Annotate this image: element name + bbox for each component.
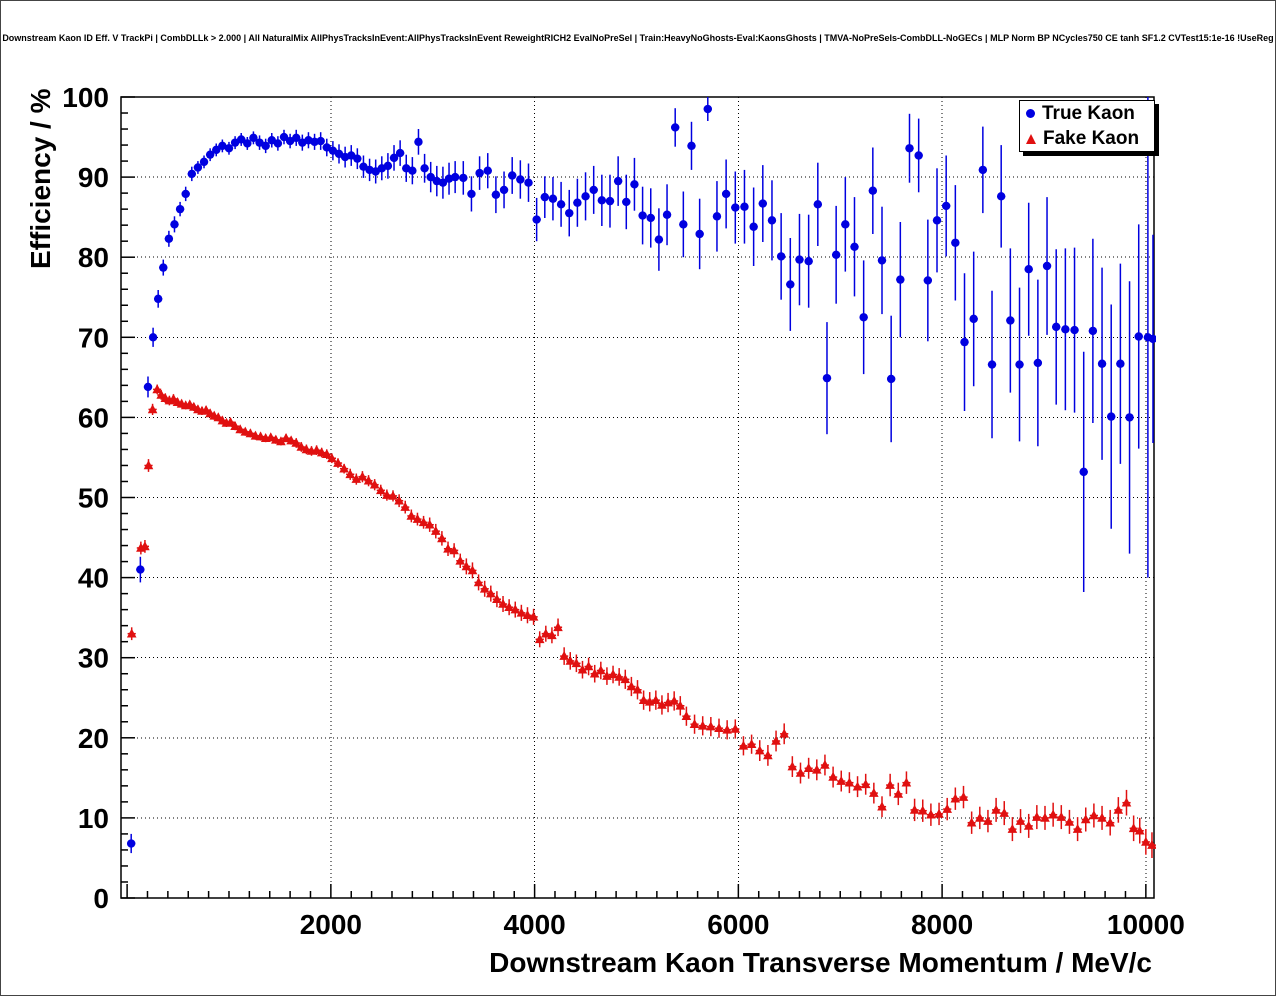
- true-kaon-marker-icon: [1026, 109, 1035, 118]
- svg-text:4000: 4000: [503, 909, 565, 940]
- svg-text:30: 30: [78, 643, 109, 674]
- svg-text:100: 100: [62, 82, 109, 113]
- svg-text:8000: 8000: [911, 909, 973, 940]
- svg-text:80: 80: [78, 242, 109, 273]
- svg-text:0: 0: [93, 883, 109, 914]
- legend-label-fake-kaon: Fake Kaon: [1043, 128, 1140, 149]
- svg-text:10000: 10000: [1107, 909, 1185, 940]
- x-axis-title: Downstream Kaon Transverse Momentum / Me…: [489, 947, 1152, 978]
- legend-item-fake-kaon: Fake Kaon: [1020, 126, 1154, 151]
- svg-text:90: 90: [78, 162, 109, 193]
- svg-text:60: 60: [78, 402, 109, 433]
- svg-text:40: 40: [78, 563, 109, 594]
- plot-title: Downstream Kaon ID Eff. V TrackPi | Comb…: [2, 33, 1274, 43]
- svg-text:70: 70: [78, 322, 109, 353]
- svg-text:2000: 2000: [300, 909, 362, 940]
- svg-text:10: 10: [78, 803, 109, 834]
- legend-label-true-kaon: True Kaon: [1042, 103, 1135, 124]
- fake-kaon-marker-icon: [1026, 133, 1036, 144]
- legend-item-true-kaon: True Kaon: [1020, 101, 1154, 126]
- svg-text:20: 20: [78, 723, 109, 754]
- svg-text:6000: 6000: [707, 909, 769, 940]
- legend: True Kaon Fake Kaon: [1019, 100, 1155, 152]
- svg-text:50: 50: [78, 483, 109, 514]
